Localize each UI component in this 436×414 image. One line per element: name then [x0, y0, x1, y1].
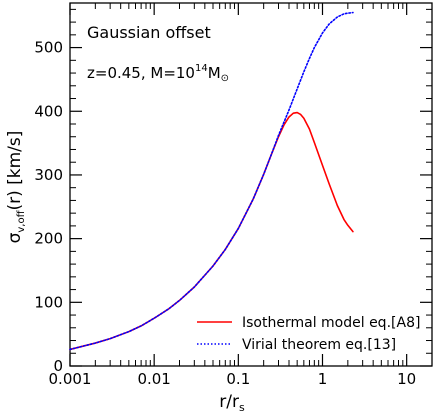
y-axis-label: σv,off(r) [km/s] [5, 131, 27, 244]
tick-marks [69, 3, 432, 367]
plot-frame [69, 2, 433, 367]
legend: Isothermal model eq.[A8] Virial theorem … [197, 315, 420, 353]
x-tick-label: 1 [318, 370, 328, 388]
y-tick-label: 100 [34, 293, 63, 311]
y-tick-label: 0 [53, 357, 63, 375]
x-tick-labels: 0.001 0.01 0.1 1 10 [49, 370, 417, 388]
x-tick-label: 0.001 [49, 370, 92, 388]
x-tick-label: 0.01 [137, 370, 170, 388]
x-tick-label: 10 [397, 370, 416, 388]
series-line-virial [69, 11, 354, 351]
y-tick-labels: 0 100 200 300 400 500 [34, 39, 63, 375]
legend-label-virial: Virial theorem eq.[13] [242, 337, 396, 353]
chart-annotation-params: z=0.45, M=1014M⊙ [87, 63, 229, 84]
y-tick-label: 200 [34, 230, 63, 248]
series-line-isothermal [69, 111, 354, 351]
series-layer [69, 11, 354, 351]
plot-area [69, 2, 433, 367]
chart-annotation-title: Gaussian offset [87, 23, 211, 42]
legend-label-isothermal: Isothermal model eq.[A8] [242, 315, 420, 331]
y-tick-label: 400 [34, 102, 63, 120]
x-tick-label: 0.1 [226, 370, 250, 388]
y-tick-label: 300 [34, 166, 63, 184]
y-tick-label: 500 [34, 39, 63, 57]
x-axis-label: r/rs [219, 392, 245, 414]
